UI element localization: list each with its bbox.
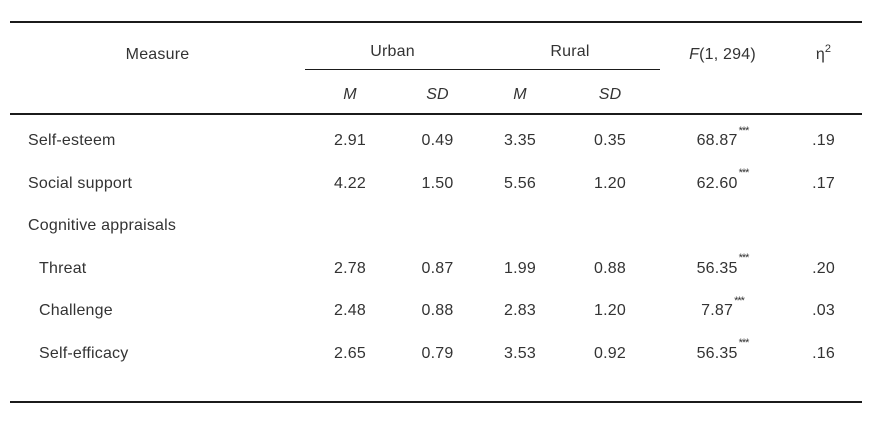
- eta-symbol: η: [815, 46, 825, 63]
- eta-squared-header: η2: [785, 23, 863, 115]
- rural-sd-value: 1.20: [594, 302, 626, 320]
- eta-squared-value: .19: [812, 132, 835, 150]
- f-value: 56.35: [696, 259, 738, 277]
- f-value-cell: 7.87***: [660, 290, 785, 333]
- table-row: Self-esteem 2.91 0.49 3.35 0.35 68.87***…: [10, 120, 862, 163]
- row-label: Threat: [39, 259, 87, 277]
- rural-sd-header: SD: [560, 69, 661, 115]
- urban-sd-value: 0.79: [421, 344, 454, 362]
- rural-sd-value: 0.92: [594, 344, 626, 362]
- urban-sd-value: [395, 205, 480, 248]
- row-label: Self-efficacy: [39, 344, 129, 362]
- rural-mean-value: [480, 205, 560, 248]
- urban-mean-header: M: [305, 69, 395, 115]
- significance-asterisks: ***: [734, 294, 745, 307]
- urban-mean-value: 2.91: [334, 132, 366, 150]
- f-value-cell: 62.60***: [660, 163, 785, 206]
- spanner-header-row: Measure Urban Rural F(1, 294) η2: [10, 23, 863, 115]
- rural-sd-value: 1.20: [594, 174, 626, 192]
- table-header: Measure Urban Rural F(1, 294) η2 M SD M …: [10, 23, 863, 115]
- urban-mean-value: 2.65: [334, 344, 366, 362]
- significance-asterisks: ***: [738, 337, 750, 350]
- measure-column-header: Measure: [10, 23, 305, 115]
- urban-sd-value: 1.50: [421, 174, 454, 192]
- significance-asterisks: ***: [738, 252, 750, 265]
- urban-sd-value: 0.88: [421, 302, 454, 320]
- significance-asterisks: ***: [738, 124, 750, 137]
- significance-asterisks: ***: [738, 167, 750, 180]
- f-value-cell: 68.87***: [660, 120, 785, 163]
- table-row: Challenge 2.48 0.88 2.83 1.20 7.87*** .0…: [10, 290, 862, 333]
- f-statistic-header: F(1, 294): [660, 23, 786, 115]
- subcolumn-header-row: M SD M SD: [10, 69, 862, 115]
- rural-mean-value: 2.83: [504, 302, 536, 320]
- f-value: 7.87: [701, 302, 734, 320]
- rural-sd-value: [560, 205, 660, 248]
- eta-squared-value: .17: [812, 174, 835, 192]
- eta-exponent: 2: [824, 42, 832, 55]
- eta-squared-value: .03: [812, 302, 835, 320]
- table-row: Social support 4.22 1.50 5.56 1.20 62.60…: [10, 163, 862, 206]
- row-label: Challenge: [39, 302, 113, 320]
- urban-sd-value: 0.49: [421, 132, 454, 150]
- row-label: Self-esteem: [28, 132, 116, 150]
- table-row: Cognitive appraisals: [10, 205, 862, 248]
- rural-sd-value: 0.88: [594, 259, 626, 277]
- f-value: 68.87: [696, 132, 738, 150]
- f-value-cell: 56.35***: [660, 248, 785, 291]
- rural-mean-value: 1.99: [504, 259, 536, 277]
- f-symbol: F: [689, 46, 700, 63]
- f-value: 62.60: [696, 174, 738, 192]
- eta-squared-value: .20: [812, 259, 835, 277]
- f-value-cell: [660, 205, 785, 248]
- row-label: Social support: [28, 174, 133, 192]
- urban-sd-value: 0.87: [421, 259, 454, 277]
- statistics-table: Measure Urban Rural F(1, 294) η2 M SD M …: [10, 23, 863, 375]
- f-value-cell: 56.35***: [660, 333, 785, 376]
- urban-mean-value: 2.48: [334, 302, 366, 320]
- table-row: Self-efficacy 2.65 0.79 3.53 0.92 56.35*…: [10, 333, 862, 376]
- table-row: Threat 2.78 0.87 1.99 0.88 56.35*** .20: [10, 248, 862, 291]
- eta-squared-value: [785, 205, 862, 248]
- urban-group-header: Urban: [305, 23, 481, 70]
- urban-mean-value: 2.78: [334, 259, 366, 277]
- urban-sd-header: SD: [395, 69, 481, 115]
- rural-group-header: Rural: [480, 23, 661, 70]
- urban-group-label: Urban: [370, 42, 415, 60]
- rural-mean-header: M: [480, 69, 561, 115]
- eta-squared-value: .16: [812, 344, 835, 362]
- table-body: Self-esteem 2.91 0.49 3.35 0.35 68.87***…: [10, 114, 862, 375]
- anova-results-table: Measure Urban Rural F(1, 294) η2 M SD M …: [10, 21, 863, 403]
- rural-group-label: Rural: [550, 42, 590, 60]
- f-degrees-of-freedom: (1, 294): [699, 46, 756, 63]
- rural-mean-value: 5.56: [504, 174, 536, 192]
- rural-mean-value: 3.53: [504, 344, 536, 362]
- rural-sd-value: 0.35: [594, 132, 626, 150]
- urban-mean-value: [305, 205, 395, 248]
- urban-mean-value: 4.22: [334, 174, 366, 192]
- rural-mean-value: 3.35: [504, 132, 536, 150]
- f-value: 56.35: [696, 344, 738, 362]
- row-label: Cognitive appraisals: [28, 217, 177, 235]
